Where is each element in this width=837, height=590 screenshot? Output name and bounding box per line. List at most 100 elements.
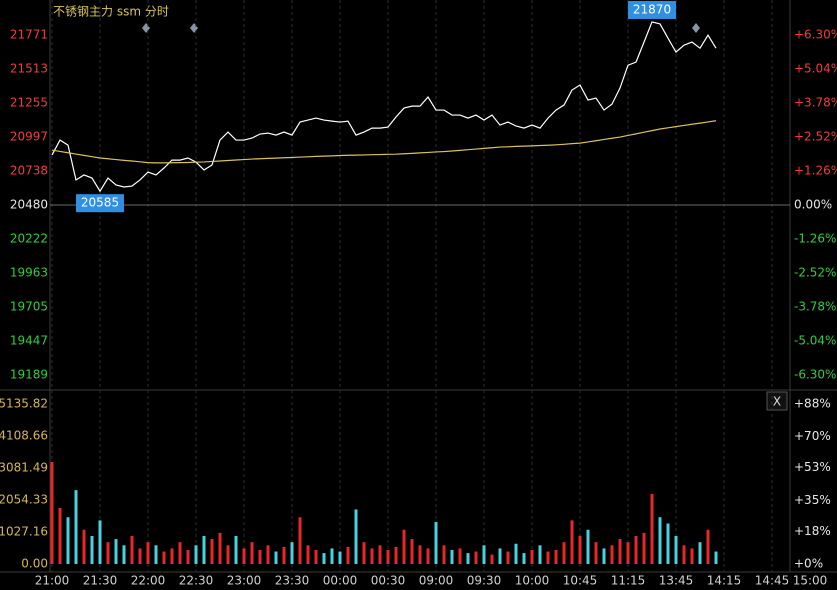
volume-bar xyxy=(282,546,286,564)
volume-bar xyxy=(386,549,390,564)
volume-bar xyxy=(218,532,222,564)
close-button-label[interactable]: X xyxy=(773,395,781,409)
volume-bar xyxy=(290,542,294,564)
extreme-badge-label: 21870 xyxy=(633,2,671,16)
y2-tick-label: 0.00% xyxy=(794,198,832,212)
y-tick-label: 21771 xyxy=(10,28,48,42)
y2-tick-label: +1.26% xyxy=(794,164,837,178)
volume-bar xyxy=(74,490,78,564)
volume-y2-tick-label: +70% xyxy=(794,429,831,443)
volume-bar xyxy=(434,521,438,564)
volume-bar xyxy=(666,523,670,564)
volume-bar xyxy=(298,517,302,564)
volume-bar xyxy=(202,535,206,564)
volume-bar xyxy=(634,535,638,564)
volume-bar xyxy=(50,462,54,564)
volume-bar xyxy=(162,551,166,564)
y-tick-label: 20480 xyxy=(10,198,48,212)
price-line xyxy=(51,21,717,193)
volume-bar xyxy=(506,551,510,564)
x-tick-label: 23:00 xyxy=(227,574,262,588)
volume-bar xyxy=(538,545,542,564)
y-tick-label: 21513 xyxy=(10,61,48,75)
volume-bar xyxy=(618,539,622,564)
volume-bar xyxy=(210,539,214,564)
y2-tick-label: -6.30% xyxy=(794,368,836,382)
volume-bar xyxy=(490,554,494,564)
extreme-badge xyxy=(76,194,124,213)
volume-bar xyxy=(682,545,686,564)
volume-bar xyxy=(602,548,606,564)
volume-bar xyxy=(362,542,366,564)
close-button[interactable]: X xyxy=(766,391,788,411)
y-tick-label: 19963 xyxy=(10,266,48,280)
y2-tick-label: -2.52% xyxy=(794,266,836,280)
volume-bar xyxy=(370,548,374,564)
volume-bar xyxy=(498,548,502,564)
volume-tick-label: 1027.16 xyxy=(0,525,48,539)
volume-bar xyxy=(522,553,526,564)
volume-y2-tick-label: +88% xyxy=(794,397,831,411)
volume-bar xyxy=(154,545,158,564)
volume-bar xyxy=(226,545,230,564)
x-tick-label: 22:00 xyxy=(131,574,166,588)
volume-bar xyxy=(642,532,646,564)
volume-bar xyxy=(330,548,334,564)
volume-bar xyxy=(554,549,558,564)
x-tick-label: 13:45 xyxy=(659,574,694,588)
volume-bar xyxy=(90,535,94,564)
y-tick-label: 20222 xyxy=(10,231,48,245)
volume-bar xyxy=(562,542,566,564)
extreme-badge-label: 20585 xyxy=(81,196,119,210)
x-tick-label: 00:00 xyxy=(323,574,358,588)
volume-bar xyxy=(314,549,318,564)
volume-bar xyxy=(106,542,110,564)
volume-bar xyxy=(402,529,406,564)
y-tick-label: 20738 xyxy=(10,164,48,178)
volume-bar xyxy=(530,549,534,564)
x-tick-label: 11:15 xyxy=(611,574,646,588)
volume-bar xyxy=(482,545,486,564)
volume-bar xyxy=(578,535,582,564)
volume-y2-tick-label: +35% xyxy=(794,493,831,507)
volume-bar xyxy=(706,529,710,564)
y2-tick-label: +5.04% xyxy=(794,62,837,76)
volume-bar xyxy=(674,535,678,564)
volume-bar xyxy=(242,548,246,564)
volume-bar xyxy=(546,551,550,564)
volume-tick-label: 5135.82 xyxy=(0,397,48,411)
x-tick-label: 00:30 xyxy=(371,574,406,588)
volume-bar xyxy=(258,549,262,564)
x-tick-label: 23:30 xyxy=(275,574,310,588)
x-tick-label: 14:45 xyxy=(755,574,790,588)
volume-bar xyxy=(82,529,86,564)
volume-bar xyxy=(130,535,134,564)
y2-tick-label: -5.04% xyxy=(794,334,836,348)
volume-bar xyxy=(658,517,662,564)
volume-bar xyxy=(66,517,70,564)
x-tick-label: 22:30 xyxy=(179,574,214,588)
volume-bar xyxy=(594,542,598,564)
y2-tick-label: +2.52% xyxy=(794,130,837,144)
volume-bar xyxy=(266,545,270,564)
volume-bar xyxy=(194,545,198,564)
volume-bar xyxy=(418,545,422,564)
y-tick-label: 21255 xyxy=(10,95,48,109)
y-tick-label: 19705 xyxy=(10,300,48,314)
volume-bar xyxy=(394,546,398,564)
volume-bar xyxy=(698,542,702,564)
x-tick-label: 15:00 xyxy=(793,574,828,588)
volume-bar xyxy=(466,553,470,564)
volume-bar xyxy=(714,551,718,564)
x-tick-label: 21:30 xyxy=(83,574,118,588)
volume-bar xyxy=(474,551,478,564)
volume-y2-tick-label: +0% xyxy=(794,557,823,571)
volume-bar xyxy=(178,542,182,564)
y-tick-label: 19447 xyxy=(10,334,48,348)
volume-bar xyxy=(650,493,654,564)
volume-bar xyxy=(410,539,414,564)
volume-bar xyxy=(426,548,430,564)
x-tick-label: 14:15 xyxy=(707,574,742,588)
volume-bar xyxy=(322,553,326,564)
volume-tick-label: 0.00 xyxy=(21,557,48,571)
